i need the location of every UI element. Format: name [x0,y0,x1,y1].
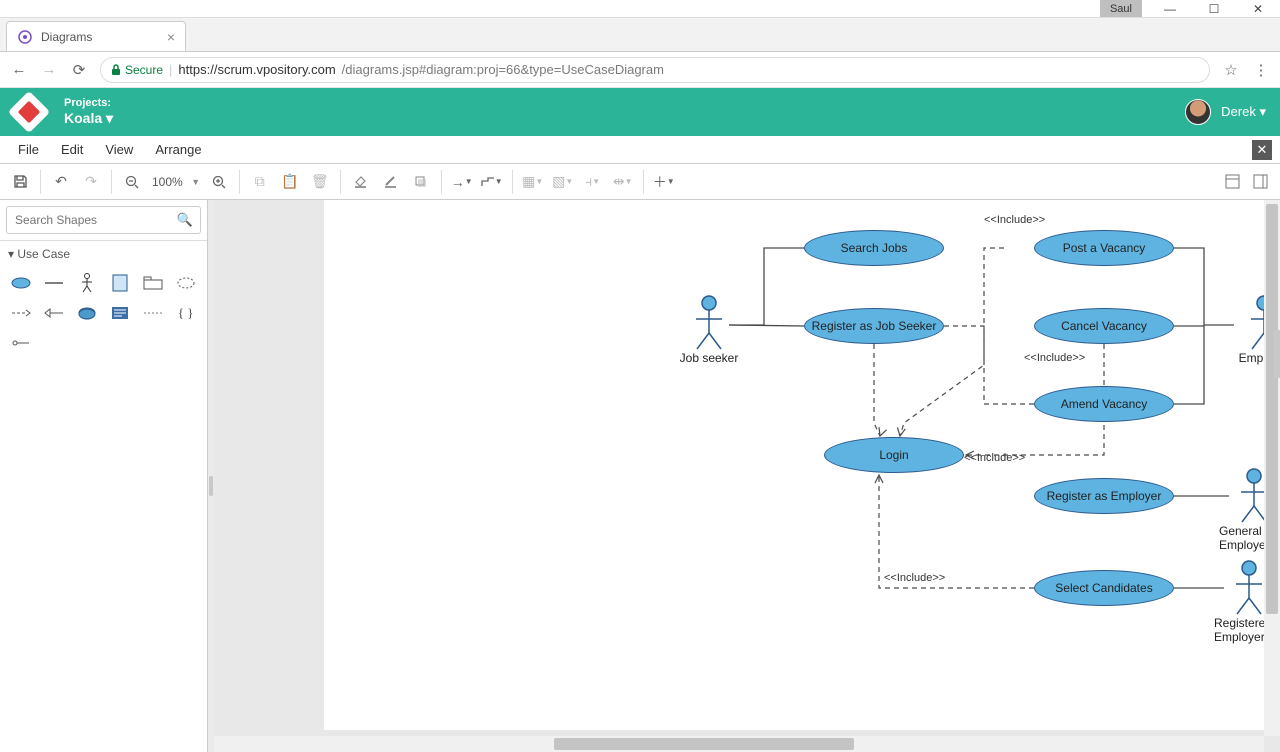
align-icon: ⫞ ▼ [579,168,607,196]
paste-icon: 📋 [276,168,304,196]
distribute-icon: ⇹ ▼ [609,168,637,196]
shape-anchor-icon[interactable] [8,331,35,355]
usecase-login[interactable]: Login [824,437,964,473]
sidebar-section-title[interactable]: ▾ Use Case [0,241,207,267]
tab-favicon-icon [17,29,33,45]
shadow-icon[interactable] [407,168,435,196]
redo-icon: ↷ [77,168,105,196]
url-field[interactable]: Secure | https://scrum.vpository.com/dia… [100,57,1210,83]
secure-label: Secure [125,63,163,77]
tab-title: Diagrams [41,30,92,44]
outline-panel-icon[interactable] [1246,168,1274,196]
vertical-scrollbar[interactable] [1264,200,1280,736]
delete-icon: 🗑 [306,168,334,196]
shape-usecase-icon[interactable] [8,271,35,295]
usecase-post_vacancy[interactable]: Post a Vacancy [1034,230,1174,266]
shape-collaboration-icon[interactable] [172,271,199,295]
shape-system-icon[interactable] [107,271,134,295]
shape-comment-icon[interactable] [107,301,134,325]
copy-icon: ⧉ [246,168,274,196]
menu-file[interactable]: File [8,139,49,160]
usecase-register_employer[interactable]: Register as Employer [1034,478,1174,514]
url-host: https://scrum.vpository.com [178,62,335,77]
browser-tab[interactable]: Diagrams × [6,21,186,51]
nav-back-icon[interactable]: ← [10,61,28,78]
search-icon[interactable]: 🔍 [177,212,193,228]
window-minimize-icon[interactable]: — [1148,0,1192,17]
connector-style-icon[interactable]: → ▼ [448,168,476,196]
right-panel-handle[interactable] [1274,330,1280,378]
usecase-register_seeker[interactable]: Register as Job Seeker [804,308,944,344]
usecase-search_jobs[interactable]: Search Jobs [804,230,944,266]
projects-label: Projects: [64,97,113,110]
shape-package-icon[interactable] [139,271,166,295]
bookmark-star-icon[interactable]: ☆ [1222,61,1240,79]
shape-dashed-icon[interactable] [139,301,166,325]
user-name: Derek [1221,104,1256,119]
nav-reload-icon[interactable]: ⟳ [70,61,88,79]
canvas-area[interactable]: Job seeker Employer General Employer Reg… [214,200,1280,752]
workspace: 🔍 ▾ Use Case { } [0,200,1280,752]
lock-icon [111,64,121,76]
zoom-level[interactable]: 100% [148,175,187,189]
include-label: <<Include>> [984,214,1045,226]
browser-menu-icon[interactable]: ⋮ [1252,61,1270,79]
secure-badge: Secure [111,63,163,77]
shape-line-icon[interactable] [41,271,68,295]
usecase-cancel_vacancy[interactable]: Cancel Vacancy [1034,308,1174,344]
url-path: /diagrams.jsp#diagram:proj=66&type=UseCa… [342,62,664,77]
toolbar: ↶ ↷ 100% ▼ ⧉ 📋 🗑 → ▼ ▼ ▦ ▼ ▧ ▼ ⫞ ▼ ⇹ ▼ ＋… [0,164,1280,200]
to-front-icon: ▦ ▼ [519,168,547,196]
chevron-down-icon: ▾ [106,110,113,126]
menu-edit[interactable]: Edit [51,139,93,160]
shape-note-icon[interactable] [74,301,101,325]
fill-color-icon[interactable] [347,168,375,196]
include-label: <<Include>> [1024,352,1085,364]
tab-close-icon[interactable]: × [167,29,175,45]
diagram-canvas[interactable]: Job seeker Employer General Employer Reg… [324,200,1264,730]
sidebar: 🔍 ▾ Use Case { } [0,200,208,752]
nav-forward-icon: → [40,61,58,78]
search-shapes-input[interactable] [6,206,201,234]
actor-label: Job seeker [680,351,739,365]
to-back-icon: ▧ ▼ [549,168,577,196]
add-icon[interactable]: ＋ ▼ [650,168,678,196]
window-close-icon[interactable]: ✕ [1236,0,1280,17]
usecase-select_candidates[interactable]: Select Candidates [1034,570,1174,606]
zoom-dropdown-icon[interactable]: ▼ [189,168,203,196]
actor-jobseeker[interactable]: Job seeker [674,295,744,365]
include-label: <<Include>> [884,572,945,584]
zoom-out-icon[interactable] [118,168,146,196]
window-maximize-icon[interactable]: ☐ [1192,0,1236,17]
os-user-badge: Saul [1100,0,1142,17]
undo-icon[interactable]: ↶ [47,168,75,196]
include-label: <<Include>> [964,452,1025,464]
shape-dependency-icon[interactable] [8,301,35,325]
user-menu[interactable]: Derek ▾ [1221,104,1266,120]
menu-arrange[interactable]: Arrange [145,139,211,160]
shape-actor-icon[interactable] [74,271,101,295]
format-panel-icon[interactable] [1218,168,1246,196]
line-color-icon[interactable] [377,168,405,196]
save-icon[interactable] [6,168,34,196]
usecase-amend_vacancy[interactable]: Amend Vacancy [1034,386,1174,422]
shape-palette: { } [0,267,207,365]
os-titlebar: Saul — ☐ ✕ [0,0,1280,18]
shape-generalization-icon[interactable] [41,301,68,325]
zoom-in-icon[interactable] [205,168,233,196]
app-logo-icon[interactable] [8,91,50,133]
menu-view[interactable]: View [95,139,143,160]
menu-bar: File Edit View Arrange ✕ [0,136,1280,164]
project-name: Koala [64,110,102,126]
browser-tab-strip: Diagrams × [0,18,1280,52]
horizontal-scrollbar[interactable] [214,736,1264,752]
shape-constraint-icon[interactable]: { } [172,301,199,325]
waypoint-style-icon[interactable]: ▼ [478,168,506,196]
project-selector[interactable]: Projects: Koala ▾ [64,97,113,127]
chevron-down-icon: ▾ [1259,104,1266,119]
app-header: Projects: Koala ▾ Derek ▾ [0,88,1280,136]
user-avatar[interactable] [1185,99,1211,125]
browser-toolbar: ← → ⟳ Secure | https://scrum.vpository.c… [0,52,1280,88]
panel-close-icon[interactable]: ✕ [1252,140,1272,160]
